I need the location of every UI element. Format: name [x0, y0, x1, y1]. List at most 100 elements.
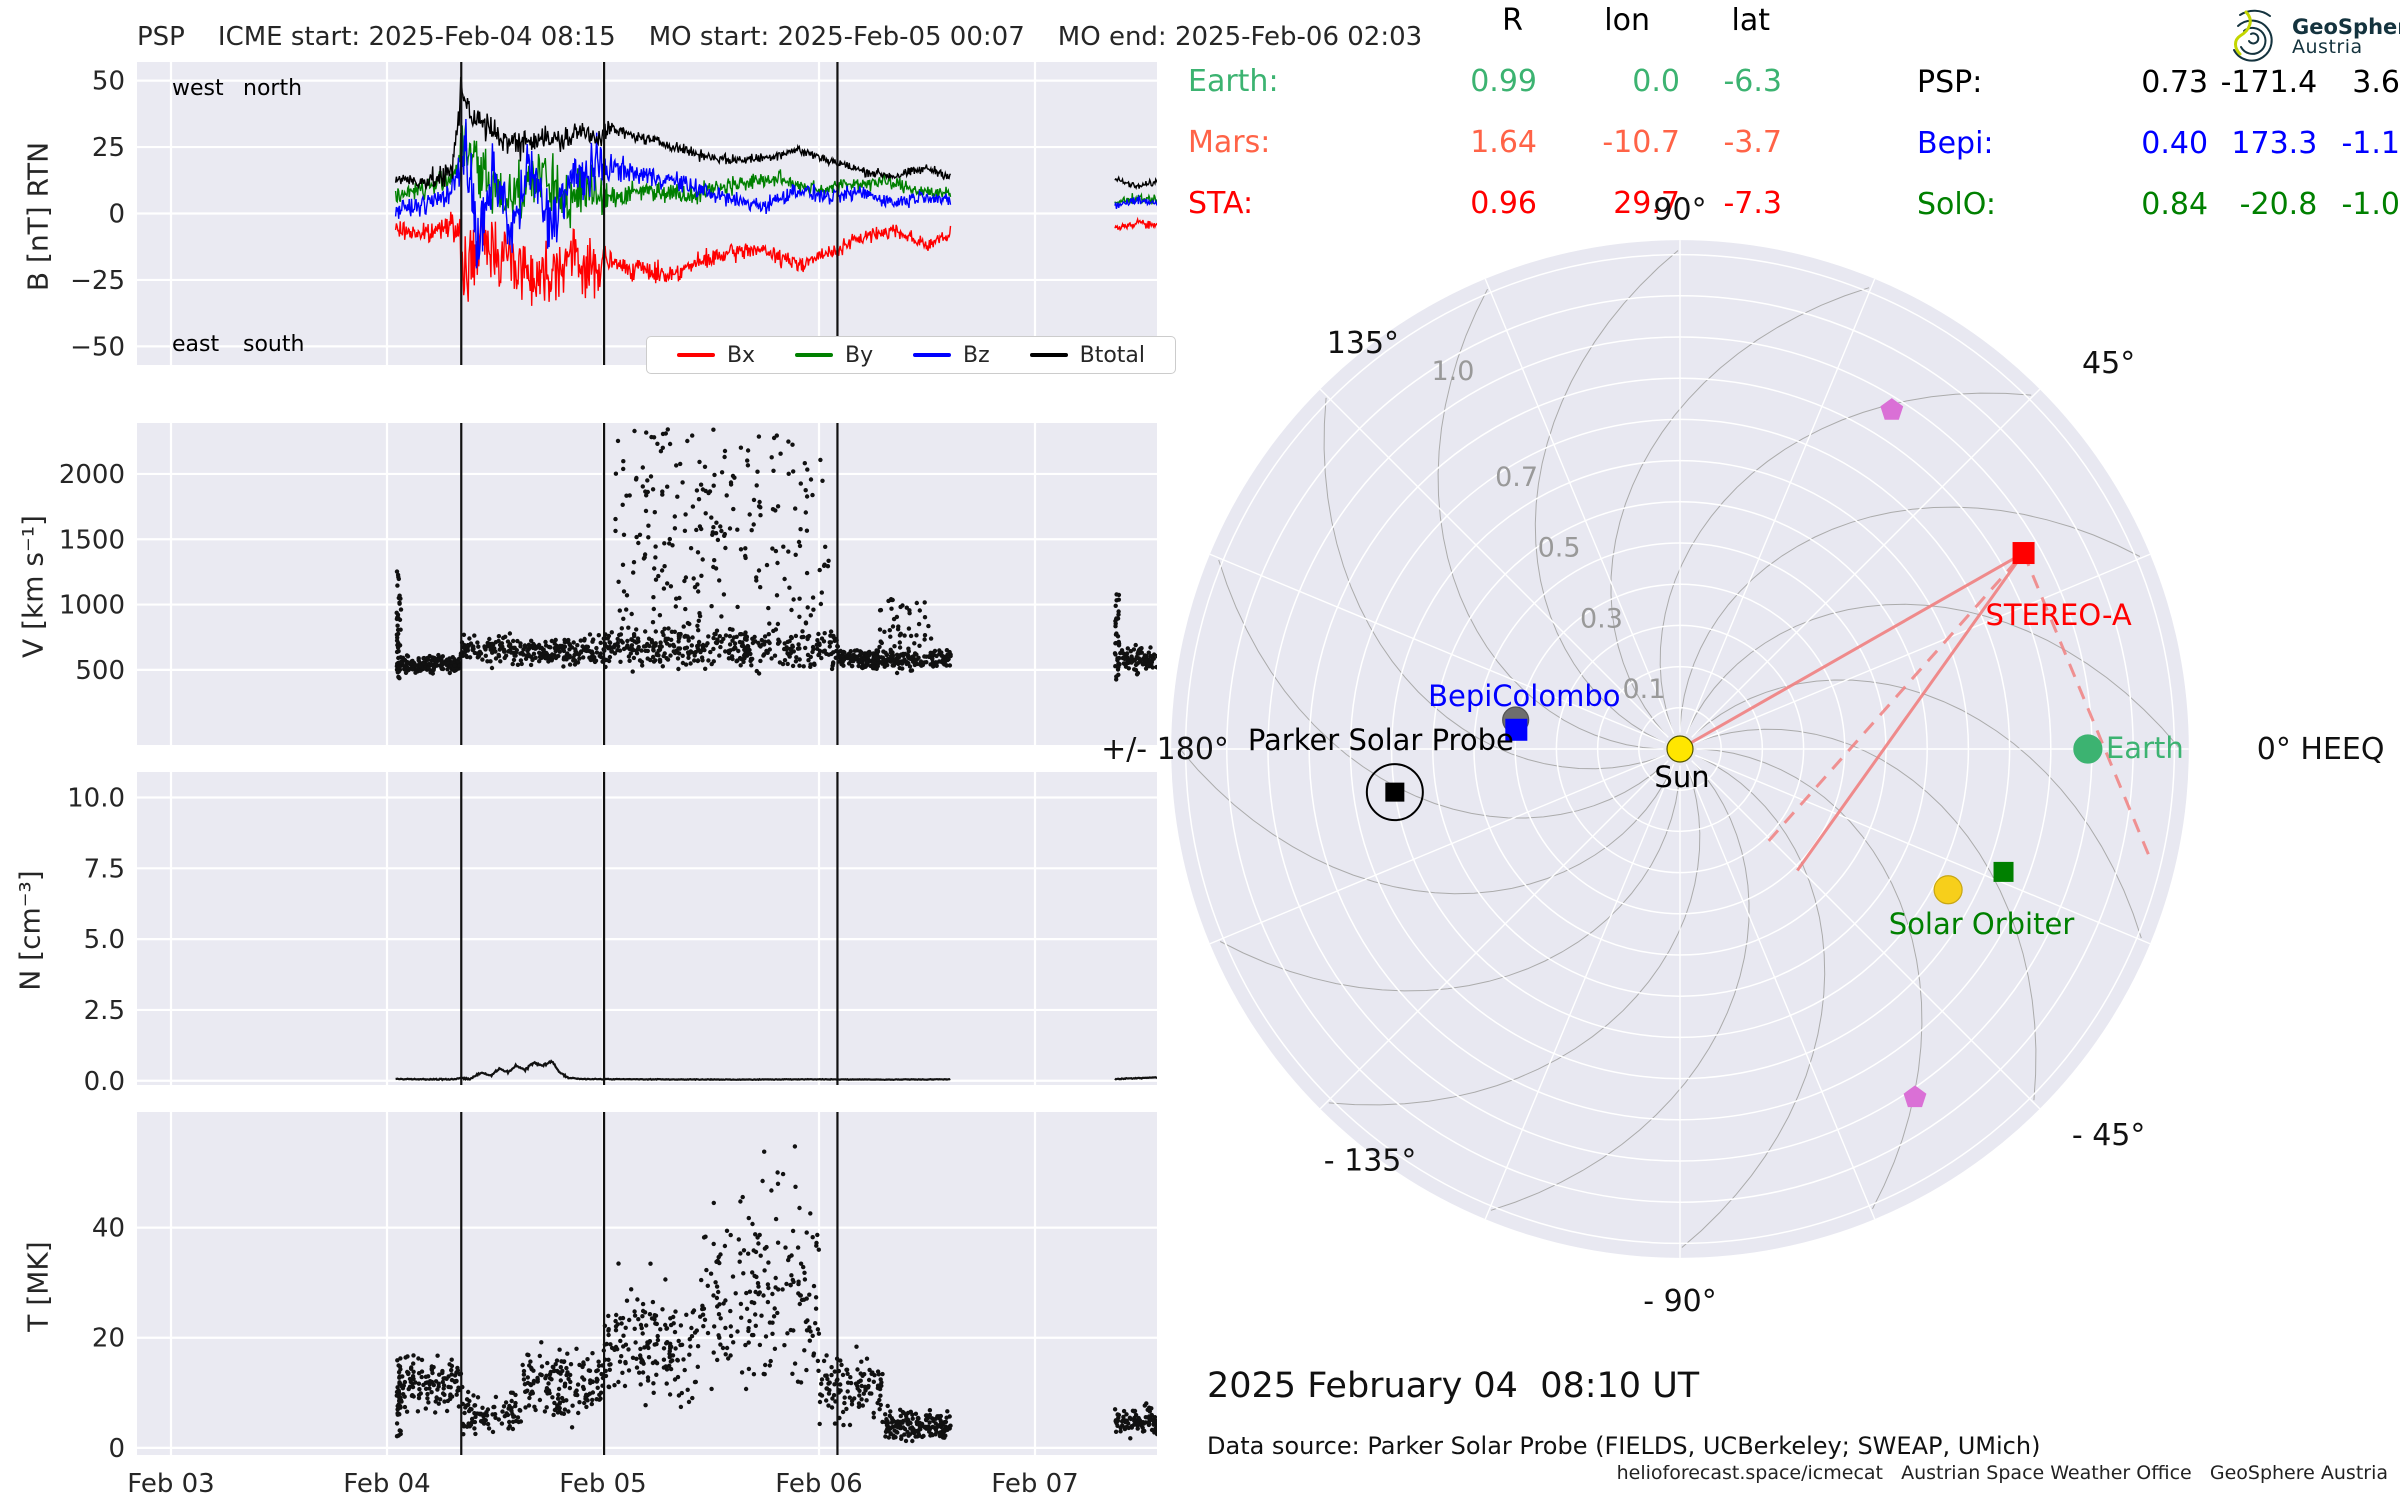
scatter-dot — [523, 656, 529, 661]
scatter-dot — [668, 653, 673, 658]
scatter-dot — [528, 662, 534, 668]
cell-label: Mars: — [1188, 125, 1271, 160]
scatter-dot — [631, 655, 637, 661]
scatter-dot — [596, 1359, 601, 1364]
scatter-dot — [770, 546, 775, 551]
scatter-dot — [728, 1232, 733, 1238]
parker-spiral — [1659, 392, 2032, 731]
polar-spoke — [1319, 760, 1669, 1110]
scatter-dot — [786, 471, 791, 476]
ytick-T: 0 — [108, 1434, 125, 1464]
scatter-dot — [718, 1342, 723, 1347]
scatter-dot — [636, 1317, 641, 1322]
scatter-dot — [640, 663, 645, 668]
scatter-dot — [606, 1332, 611, 1338]
scatter-dot — [1115, 657, 1120, 663]
scatter-dot — [463, 1405, 468, 1410]
scatter-dot — [621, 1333, 626, 1338]
cme-line-dashed — [1767, 552, 2025, 842]
scatter-dot — [906, 626, 912, 631]
scatter-dot — [658, 1327, 663, 1332]
scatter-dot — [927, 1412, 932, 1418]
scatter-dot — [739, 632, 744, 637]
ytick-B: 25 — [92, 133, 125, 163]
scatter-dot — [947, 663, 953, 668]
scatter-dot — [398, 1405, 403, 1410]
scatter-dot — [897, 645, 903, 650]
scatter-dot — [813, 1295, 819, 1300]
scatter-dot — [690, 504, 696, 509]
scatter-dot — [558, 1365, 563, 1370]
scatter-dot — [887, 628, 892, 633]
scatter-dot — [689, 1325, 694, 1331]
scatter-dot — [863, 1388, 868, 1393]
scatter-dot — [793, 633, 799, 639]
scatter-dot — [472, 633, 477, 638]
scatter-dot — [564, 1365, 569, 1371]
scatter-dot — [782, 646, 787, 652]
scatter-dot — [826, 1391, 832, 1396]
scatter-dot — [505, 1412, 511, 1418]
scatter-dot — [752, 634, 757, 640]
scatter-dot — [505, 639, 511, 644]
scatter-dot — [660, 1307, 665, 1312]
body-venus — [1933, 875, 1963, 905]
scatter-dot — [692, 1330, 698, 1335]
r-label: 1.0 — [1431, 356, 1474, 387]
scatter-dot — [672, 1329, 678, 1335]
scatter-dot — [640, 1331, 645, 1336]
scatter-dot — [649, 638, 654, 643]
angle-label: +/- 180° — [1101, 732, 1229, 767]
scatter-dot — [780, 1287, 785, 1292]
angle-label: 90° — [1653, 192, 1706, 227]
scatter-dot — [930, 1432, 935, 1438]
scatter-dot — [766, 1260, 771, 1265]
body-parker-solar-probe: Parker Solar Probe — [1248, 723, 1514, 822]
scatter-dot — [587, 1391, 593, 1396]
scatter-dot — [631, 570, 636, 575]
scatter-dot — [436, 652, 441, 658]
scatter-dot — [1141, 661, 1146, 666]
scatter-dot — [917, 608, 922, 613]
scatter-dot — [890, 597, 895, 603]
scatter-dot — [794, 655, 799, 660]
scatter-dot — [661, 586, 667, 591]
scatter-dot — [698, 482, 704, 487]
scatter-dot — [752, 1300, 757, 1306]
scatter-dot — [402, 1404, 408, 1410]
scatter-dot — [651, 606, 656, 612]
scatter-dot — [1128, 1416, 1134, 1422]
scatter-dot — [667, 1348, 672, 1354]
scatter-dot — [798, 481, 803, 486]
scatter-dot — [738, 547, 744, 552]
series-Btotal — [1114, 175, 1157, 190]
scatter-dot — [640, 465, 645, 470]
scatter-dot — [944, 648, 950, 653]
scatter-dot — [817, 648, 823, 654]
scatter-dot — [741, 659, 746, 665]
scatter-dot — [665, 1340, 670, 1345]
scatter-dot — [563, 657, 569, 662]
scatter-dot — [743, 553, 748, 559]
scatter-dot — [594, 1376, 599, 1382]
scatter-dot — [754, 668, 759, 674]
scatter-dot — [507, 1419, 512, 1425]
scatter-dot — [446, 1374, 451, 1379]
scatter-dot — [1133, 667, 1139, 673]
scatter-dot — [557, 649, 562, 654]
scatter-dot — [695, 658, 700, 664]
scatter-dot — [771, 1314, 777, 1319]
scatter-dot — [509, 1398, 514, 1404]
scatter-dot — [828, 633, 833, 638]
scatter-dot — [917, 662, 923, 667]
scatter-dot — [860, 665, 865, 671]
polar-spoke — [1484, 278, 1675, 735]
scatter-dot — [825, 1376, 830, 1382]
col-header-r: R — [1502, 3, 1523, 38]
scatter-dot — [1119, 648, 1125, 653]
scatter-dot — [413, 670, 418, 675]
scatter-dot — [449, 660, 454, 665]
scatter-dot — [736, 648, 741, 654]
scatter-dot — [406, 1386, 411, 1392]
scatter-dot — [922, 637, 927, 642]
